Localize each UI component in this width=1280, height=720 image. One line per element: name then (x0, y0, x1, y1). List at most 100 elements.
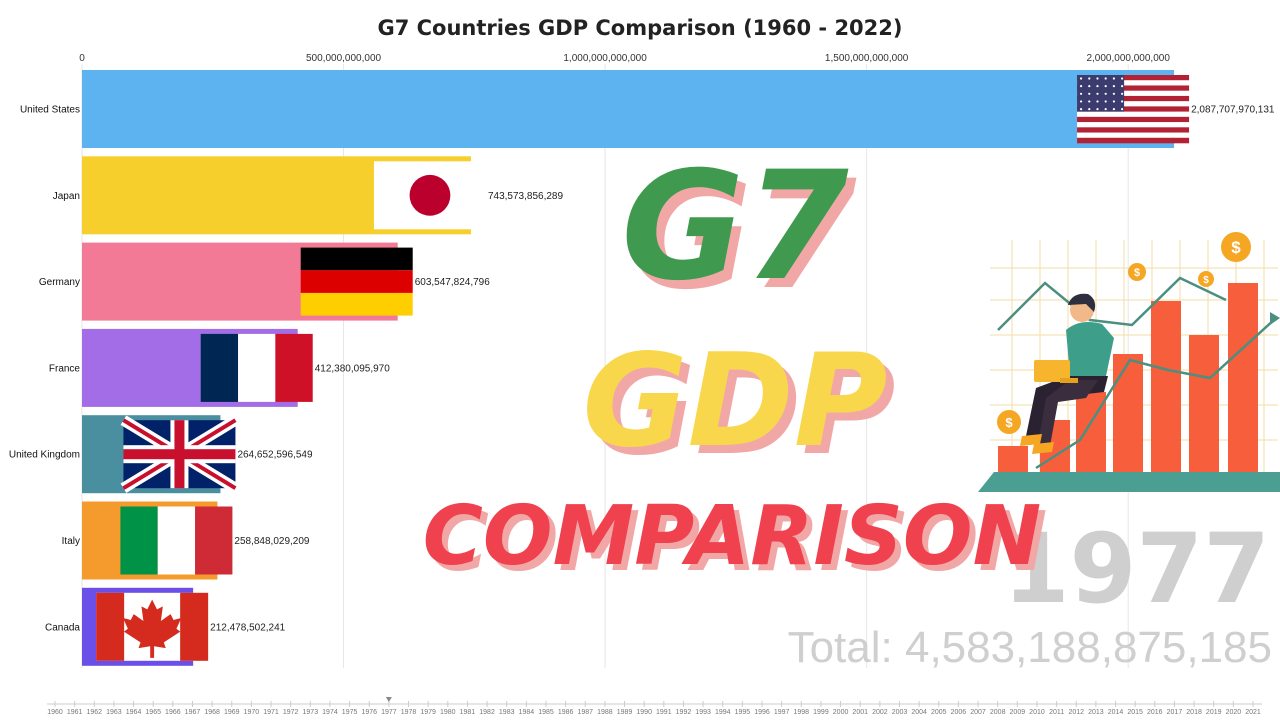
gdp-title: GDP (582, 327, 887, 476)
timeline-year-label[interactable]: 2012 (1068, 709, 1084, 716)
timeline-year-label[interactable]: 1991 (656, 709, 672, 716)
timeline-year-label[interactable]: 1997 (774, 709, 790, 716)
comparison-title-shadow: COMPARISON (429, 495, 1048, 590)
timeline-year-label[interactable]: 2001 (852, 709, 868, 716)
value-label: 212,478,502,241 (210, 622, 286, 633)
timeline-year-label[interactable]: 1973 (303, 709, 319, 716)
timeline-year-label[interactable]: 1975 (342, 709, 358, 716)
timeline-year-label[interactable]: 1979 (420, 709, 436, 716)
us-flag-icon (1077, 75, 1190, 144)
timeline-year-label[interactable]: 1987 (577, 709, 593, 716)
timeline-year-label[interactable]: 1965 (145, 709, 161, 716)
bars (82, 70, 1190, 666)
timeline-year-label[interactable]: 2009 (1010, 709, 1026, 716)
timeline-year-label[interactable]: 1995 (735, 709, 751, 716)
gdp-title-overlay: GDP GDP (582, 327, 895, 484)
timeline-year-label[interactable]: 1984 (519, 709, 535, 716)
timeline-year-label[interactable]: 1967 (185, 709, 201, 716)
timeline-year-label[interactable]: 1966 (165, 709, 181, 716)
value-label: 603,547,824,796 (415, 277, 491, 288)
timeline-year-label[interactable]: 1996 (754, 709, 770, 716)
timeline-year-label[interactable]: 1974 (322, 709, 338, 716)
value-label: 743,573,856,289 (488, 191, 564, 202)
svg-text:$: $ (1005, 415, 1013, 430)
timeline-year-label[interactable]: 2006 (951, 709, 967, 716)
value-label: 412,380,095,970 (315, 363, 391, 374)
timeline-year-label[interactable]: 1963 (106, 709, 122, 716)
timeline-year-label[interactable]: 1981 (460, 709, 476, 716)
svg-text:$: $ (1134, 267, 1140, 279)
timeline-year-label[interactable]: 1993 (695, 709, 711, 716)
x-tick-label: 1,500,000,000,000 (825, 53, 909, 64)
timeline-year-label[interactable]: 1980 (440, 709, 456, 716)
timeline-year-label[interactable]: 1978 (401, 709, 417, 716)
timeline-year-label[interactable]: 1970 (244, 709, 260, 716)
timeline-year-label[interactable]: 1976 (361, 709, 377, 716)
timeline-year-label[interactable]: 1989 (617, 709, 633, 716)
bar-united-states (82, 70, 1175, 148)
timeline-year-label[interactable]: 1998 (794, 709, 810, 716)
japan-flag-icon (373, 161, 486, 230)
g7-title: G7 (621, 140, 849, 314)
timeline-year-label[interactable]: 2010 (1029, 709, 1045, 716)
svg-text:$: $ (1203, 275, 1209, 286)
timeline-year-label[interactable]: 1962 (86, 709, 102, 716)
timeline-year-label[interactable]: 1964 (126, 709, 142, 716)
g7-title-shadow: G7 (629, 149, 857, 323)
chart-title: G7 Countries GDP Comparison (1960 - 2022… (377, 16, 902, 40)
timeline-year-label[interactable]: 2018 (1186, 709, 1202, 716)
timeline-marker-icon[interactable] (385, 697, 392, 702)
category-label: France (49, 363, 81, 374)
timeline-year-label[interactable]: 2021 (1245, 709, 1261, 716)
timeline-year-label[interactable]: 1983 (499, 709, 515, 716)
timeline-year-label[interactable]: 2004 (911, 709, 927, 716)
timeline-year-label[interactable]: 2007 (970, 709, 986, 716)
timeline-year-label[interactable]: 2005 (931, 709, 947, 716)
timeline-year-label[interactable]: 2014 (1108, 709, 1124, 716)
total-gdp-label: Total: 4,583,188,875,185 (788, 623, 1272, 672)
timeline-year-label[interactable]: 1982 (479, 709, 495, 716)
category-label: United Kingdom (9, 450, 80, 461)
timeline-year-label[interactable]: 1972 (283, 709, 299, 716)
value-label: 264,652,596,549 (237, 450, 313, 461)
timeline-year-label[interactable]: 2008 (990, 709, 1006, 716)
year-timeline[interactable]: 1960 1961 1962 1963 1964 1965 1966 1967 1968 1969… (47, 697, 1262, 716)
timeline-year-label[interactable]: 1992 (676, 709, 692, 716)
timeline-year-label[interactable]: 2017 (1167, 709, 1183, 716)
value-label: 2,087,707,970,131 (1191, 105, 1275, 116)
x-axis-ticks: 0 500,000,000,000 1,000,000,000,000 1,500,0… (79, 53, 1170, 64)
timeline-year-label[interactable]: 1986 (558, 709, 574, 716)
g7-title-overlay: G7 G7 (621, 140, 857, 323)
timeline-year-label[interactable]: 2000 (833, 709, 849, 716)
germany-flag-icon (300, 247, 413, 316)
timeline-year-label[interactable]: 2019 (1206, 709, 1222, 716)
timeline-year-label[interactable]: 1977 (381, 709, 397, 716)
timeline-year-label[interactable]: 1988 (597, 709, 613, 716)
timeline-year-label[interactable]: 1969 (224, 709, 240, 716)
timeline-year-label[interactable]: 1971 (263, 709, 279, 716)
x-tick-label: 2,000,000,000,000 (1086, 53, 1170, 64)
timeline-year-label[interactable]: 1961 (67, 709, 83, 716)
person-on-rising-bar-chart-illustration: $ $ $ $ (978, 232, 1280, 492)
timeline-year-label[interactable]: 2020 (1226, 709, 1242, 716)
timeline-year-label[interactable]: 2003 (892, 709, 908, 716)
value-label: 258,848,029,209 (234, 536, 310, 547)
svg-text:$: $ (1231, 238, 1241, 257)
timeline-year-label[interactable]: 1999 (813, 709, 829, 716)
france-flag-icon (200, 333, 313, 402)
timeline-year-label[interactable]: 1985 (538, 709, 554, 716)
timeline-year-label[interactable]: 1960 (47, 709, 63, 716)
timeline-year-label[interactable]: 1994 (715, 709, 731, 716)
timeline-year-label[interactable]: 2016 (1147, 709, 1163, 716)
timeline-year-label[interactable]: 1968 (204, 709, 220, 716)
x-tick-label: 0 (79, 53, 85, 64)
category-label: Italy (62, 536, 80, 547)
timeline-year-label[interactable]: 2013 (1088, 709, 1104, 716)
timeline-year-label[interactable]: 1990 (636, 709, 652, 716)
timeline-year-label[interactable]: 2015 (1127, 709, 1143, 716)
timeline-year-label[interactable]: 2002 (872, 709, 888, 716)
category-label: Japan (53, 191, 80, 202)
timeline-year-label[interactable]: 2011 (1049, 709, 1064, 716)
x-tick-label: 1,000,000,000,000 (563, 53, 647, 64)
